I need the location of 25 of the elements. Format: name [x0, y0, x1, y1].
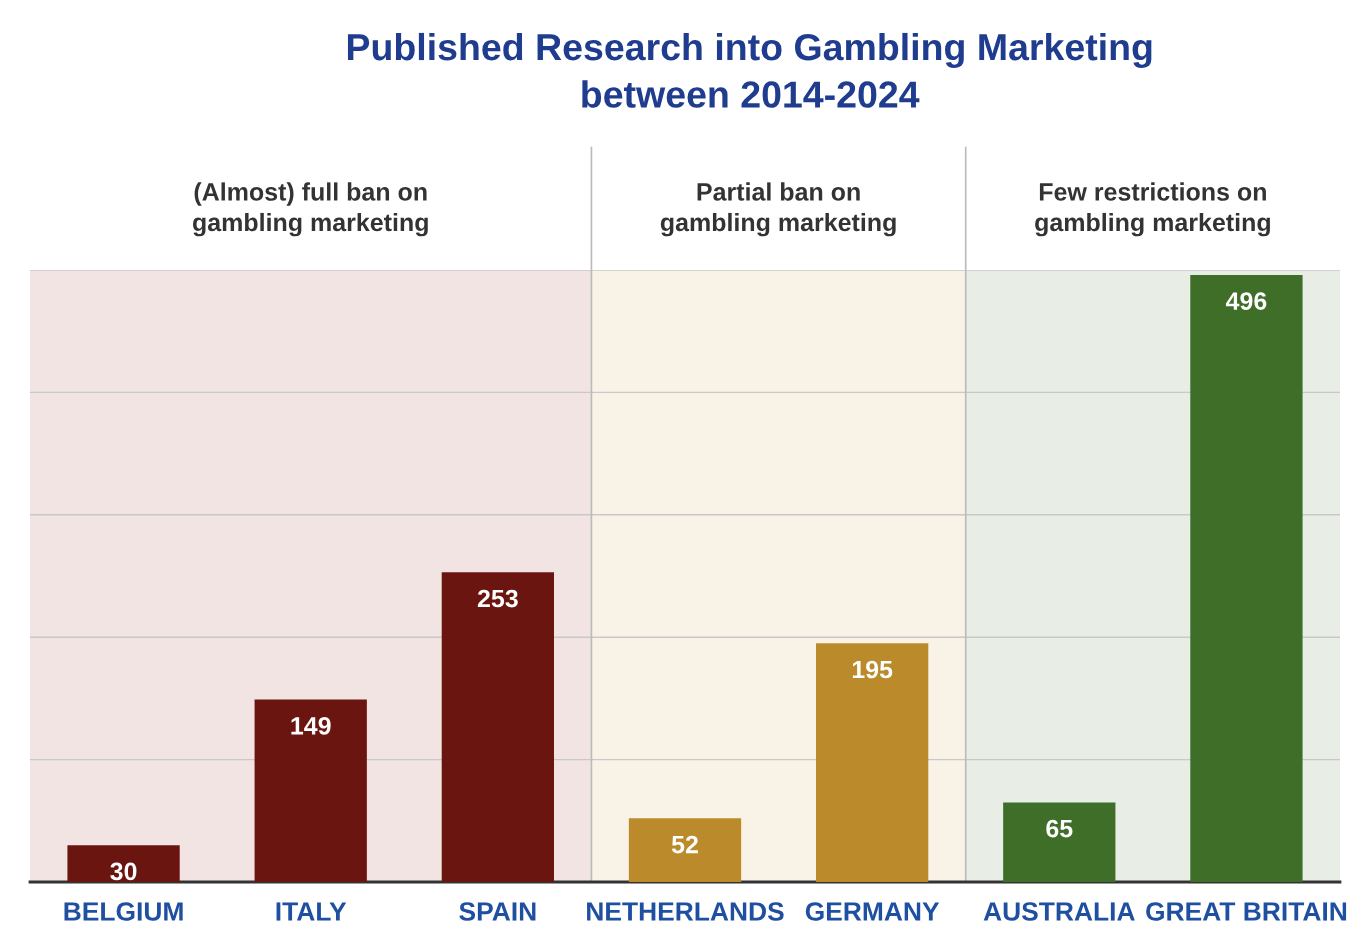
x-tick-label: NETHERLANDS — [587, 902, 784, 921]
x-tick-label: GERMANY — [805, 902, 940, 921]
band-label: Few restrictions on gambling marketing — [1035, 182, 1270, 237]
data-label: 149 — [291, 716, 331, 735]
bar — [67, 845, 180, 882]
data-label: 65 — [1046, 819, 1073, 838]
band-label: Partial ban on gambling marketing — [660, 182, 896, 237]
data-label: 253 — [477, 589, 518, 608]
bar — [254, 699, 367, 882]
band-label: (Almost) full ban on gambling marketing — [192, 182, 428, 237]
bar — [628, 818, 742, 882]
bar — [816, 643, 929, 882]
x-tick-label: ITALY — [276, 902, 347, 921]
x-tick-label: SPAIN — [459, 902, 536, 921]
data-label: 496 — [1225, 292, 1267, 310]
x-tick-label: BELGIUM — [64, 902, 183, 921]
x-tick-label: GREAT BRITAIN — [1146, 902, 1347, 921]
data-label: 52 — [671, 835, 698, 854]
x-tick-label: AUSTRALIA — [983, 902, 1135, 921]
bar — [1190, 274, 1303, 882]
data-label: 195 — [852, 660, 893, 679]
bar — [441, 572, 554, 882]
bar — [1003, 802, 1116, 882]
chart-title: Published Research into Gambling Marketing between 2014-2024 — [347, 32, 1152, 108]
data-label: 30 — [110, 862, 137, 881]
